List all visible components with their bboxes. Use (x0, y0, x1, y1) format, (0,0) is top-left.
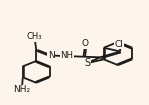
Text: S: S (84, 58, 90, 68)
Text: NH: NH (60, 51, 73, 60)
Text: NH₂: NH₂ (13, 85, 30, 94)
Text: O: O (82, 39, 89, 48)
Text: CH₃: CH₃ (27, 32, 42, 41)
Text: N: N (48, 51, 55, 60)
Text: Cl: Cl (114, 40, 123, 49)
